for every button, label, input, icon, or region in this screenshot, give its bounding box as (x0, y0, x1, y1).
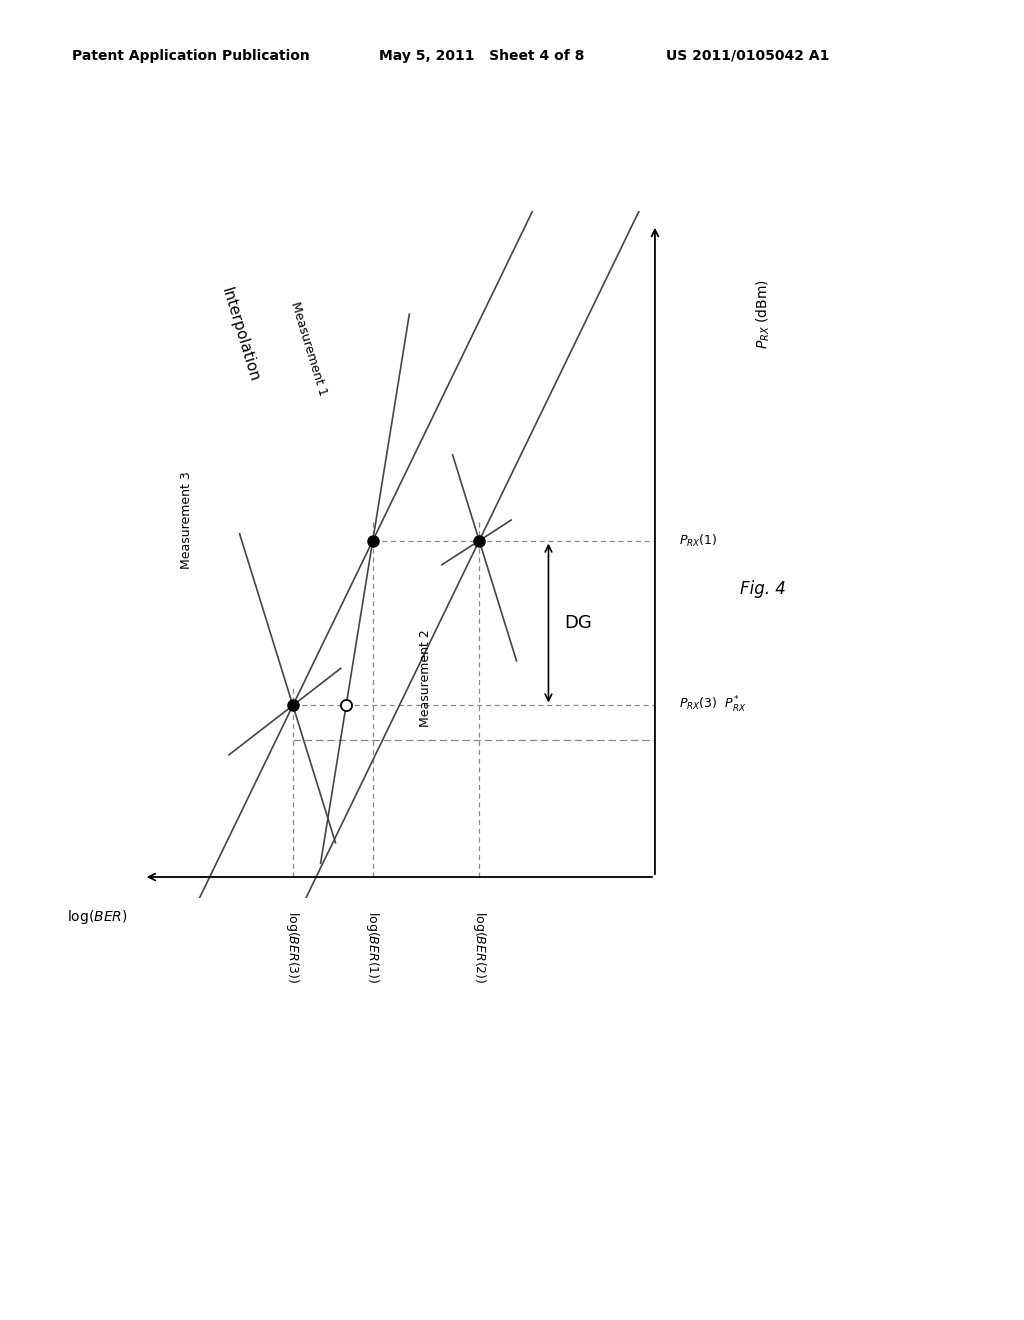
Text: May 5, 2011   Sheet 4 of 8: May 5, 2011 Sheet 4 of 8 (379, 49, 585, 63)
Text: $\log(BER(1))$: $\log(BER(1))$ (365, 911, 381, 983)
Text: DG: DG (564, 614, 592, 632)
Text: $P_{RX}(1)$: $P_{RX}(1)$ (679, 533, 718, 549)
Text: $\log(BER)$: $\log(BER)$ (68, 908, 128, 927)
Text: Fig. 4: Fig. 4 (740, 579, 785, 598)
Text: Measurement 1: Measurement 1 (289, 300, 330, 397)
Text: $\log(BER(2))$: $\log(BER(2))$ (471, 911, 487, 983)
Text: Measurement 2: Measurement 2 (420, 630, 432, 727)
Text: Measurement 3: Measurement 3 (180, 471, 193, 569)
Text: Patent Application Publication: Patent Application Publication (72, 49, 309, 63)
Text: $P_{RX}(3)$  $P_{RX}^{*}$: $P_{RX}(3)$ $P_{RX}^{*}$ (679, 696, 746, 715)
Text: US 2011/0105042 A1: US 2011/0105042 A1 (666, 49, 829, 63)
Text: Interpolation: Interpolation (218, 285, 261, 384)
Text: $\log(BER(3))$: $\log(BER(3))$ (285, 911, 301, 983)
Text: $P_{RX}$ (dBm): $P_{RX}$ (dBm) (755, 279, 771, 350)
